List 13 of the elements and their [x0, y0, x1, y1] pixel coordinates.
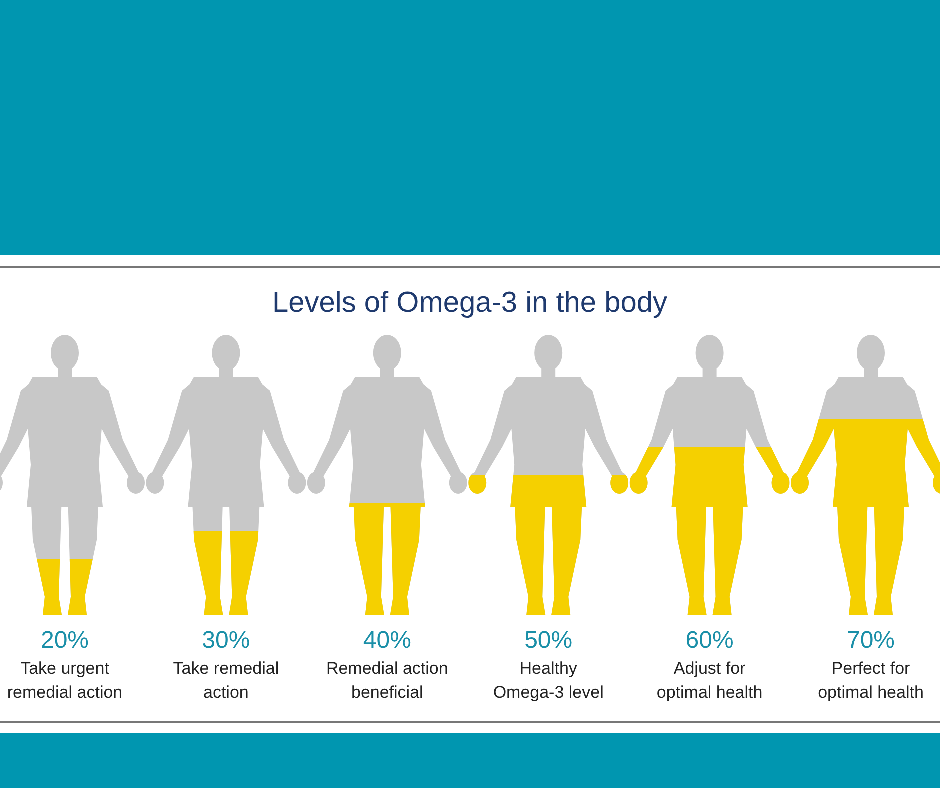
x-tick-label: Remedial action beneficial — [326, 659, 448, 702]
x-tick-label: Take urgent remedial action — [7, 659, 123, 702]
data-label: 60% — [686, 627, 734, 654]
x-tick-label: Perfect for optimal health — [818, 659, 924, 702]
chart-title: Levels of Omega-3 in the body — [272, 287, 668, 319]
data-label: 40% — [363, 627, 412, 654]
x-tick-label: Take remedial action — [173, 659, 280, 702]
data-label: 70% — [846, 627, 896, 654]
data-label: 30% — [202, 627, 250, 654]
x-tick-label: Adjust for optimal health — [656, 659, 763, 702]
data-label: 20% — [40, 627, 90, 654]
data-label: 50% — [524, 627, 573, 654]
x-tick-label: Healthy Omega-3 level — [493, 659, 604, 702]
